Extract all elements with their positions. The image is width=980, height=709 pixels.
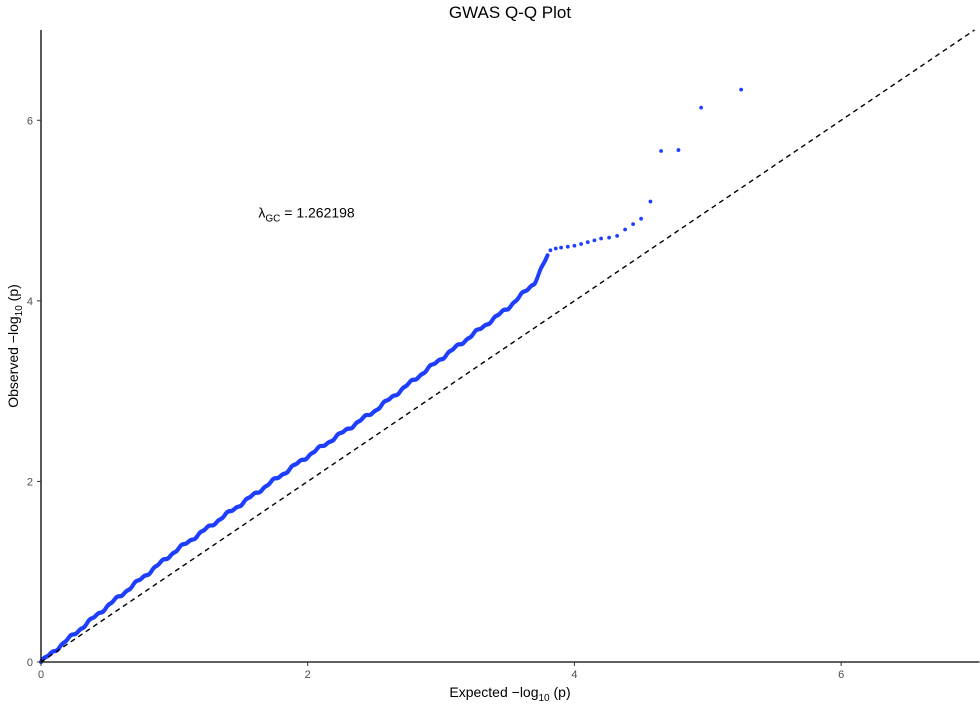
data-point [623, 227, 627, 232]
data-points [38, 87, 744, 665]
x-tick-label: 4 [571, 669, 577, 681]
data-point [559, 245, 563, 250]
lambda-gc-annotation: λGC = 1.262198 [258, 204, 355, 224]
data-point [639, 216, 644, 221]
data-point [592, 238, 597, 243]
data-point [572, 243, 577, 248]
x-axis-ticks: 0 2 4 6 [38, 662, 844, 681]
data-point [631, 222, 636, 227]
data-point [599, 236, 603, 241]
reference-line [40, 29, 975, 663]
y-tick-label: 6 [27, 115, 33, 127]
data-point [739, 87, 744, 92]
y-tick-label: 4 [27, 296, 33, 308]
data-point [648, 199, 653, 204]
data-point [585, 240, 590, 245]
data-point [607, 235, 611, 240]
data-point [565, 244, 570, 249]
x-axis-title: Expected −log10 (p) [449, 684, 570, 704]
x-tick-label: 0 [38, 669, 44, 681]
x-tick-label: 2 [305, 669, 311, 681]
chart-title: GWAS Q-Q Plot [449, 3, 571, 22]
y-tick-label: 0 [27, 657, 33, 669]
data-point [545, 253, 550, 258]
data-point [676, 148, 681, 152]
data-point [615, 233, 619, 238]
data-point [579, 242, 583, 246]
y-axis-title: Observed −log10 (p) [5, 284, 25, 408]
data-point [553, 246, 558, 251]
y-axis-ticks: 0 2 4 6 [27, 115, 41, 669]
y-tick-label: 2 [27, 476, 33, 488]
data-point [548, 248, 553, 253]
x-tick-label: 6 [838, 669, 844, 681]
data-point [659, 149, 664, 153]
data-point [699, 105, 704, 110]
